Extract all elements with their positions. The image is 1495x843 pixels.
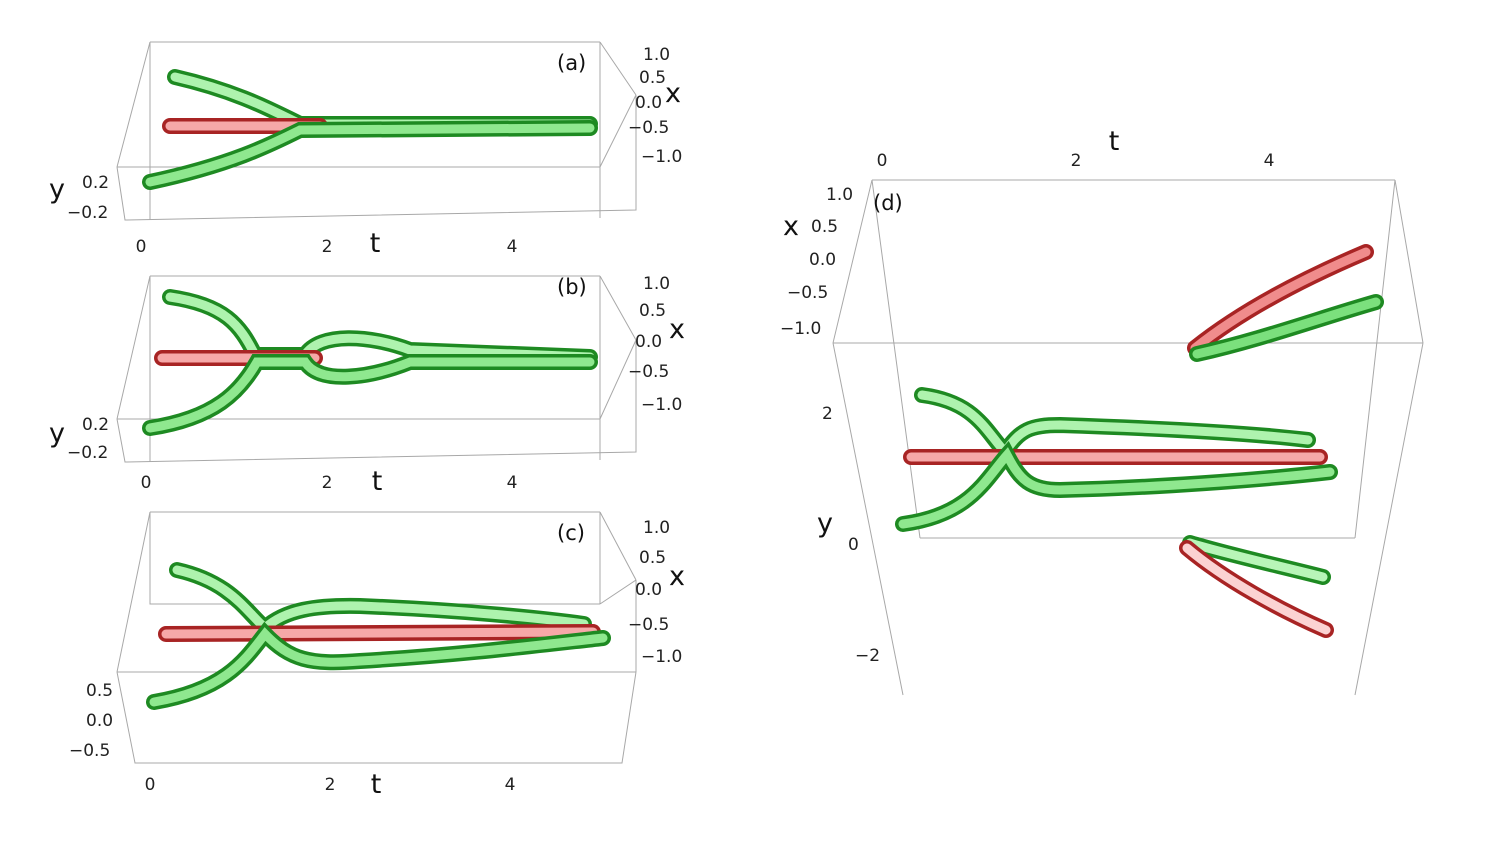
y-axis-label: y <box>817 508 833 539</box>
x-tick-m1: −1.0 <box>641 395 682 415</box>
x-axis-label: x <box>783 211 799 242</box>
green-curve-lower-highlight <box>145 357 595 433</box>
panel-a: 0 2 4 t 1.0 0.5 0.0 −0.5 −1.0 x 0.2 −0.2… <box>49 41 682 259</box>
x-tick-1: 1.0 <box>826 185 853 205</box>
y-tick-m0.5: −0.5 <box>69 741 110 761</box>
x-tick-0.5: 0.5 <box>639 548 666 568</box>
x-axis: 1.0 0.5 0.0 −0.5 −1.0 x <box>628 45 682 167</box>
t-axis-label: t <box>370 228 381 259</box>
x-tick-m1: −1.0 <box>641 647 682 667</box>
t-tick-2: 2 <box>322 473 333 493</box>
y-axis: 2 0 −2 y <box>817 404 880 666</box>
t-axis: 0 2 4 t <box>136 228 518 259</box>
plot-box <box>116 41 637 221</box>
panel-label: (a) <box>557 51 586 75</box>
t-tick-2: 2 <box>325 775 336 795</box>
t-axis: 0 2 4 t <box>141 466 518 497</box>
green-curve-lower-highlight <box>898 447 1335 529</box>
panel-label: (c) <box>557 521 585 545</box>
t-axis: 0 2 4 t <box>877 126 1275 171</box>
y-tick-m0.2: −0.2 <box>67 443 108 463</box>
x-axis: 1.0 0.5 0.0 −0.5 −1.0 x <box>628 274 685 415</box>
x-axis: 1.0 0.5 0.0 −0.5 −1.0 x <box>780 185 853 339</box>
t-axis-label: t <box>372 466 383 497</box>
y-axis: 0.2 −0.2 y <box>49 173 109 223</box>
panel-b: 0 2 4 t 1.0 0.5 0.0 −0.5 −1.0 x 0.2 −0.2… <box>49 274 685 497</box>
x-tick-m0.5: −0.5 <box>628 118 669 138</box>
x-tick-m0.5: −0.5 <box>787 283 828 303</box>
red-curve-highlight <box>161 627 598 639</box>
panel-c: 0 2 4 t 1.0 0.5 0.0 −0.5 −1.0 x 0.5 0.0 … <box>69 511 685 800</box>
t-tick-4: 4 <box>1264 151 1275 171</box>
red-curve-upper-branch-highlight <box>1190 247 1371 353</box>
y-tick-0: 0.0 <box>86 711 113 731</box>
x-tick-0: 0.0 <box>809 250 836 270</box>
green-curve-lower <box>142 120 598 190</box>
x-tick-0: 0.0 <box>635 332 662 352</box>
x-tick-0.5: 0.5 <box>639 301 666 321</box>
curves <box>146 562 611 710</box>
x-axis: 1.0 0.5 0.0 −0.5 −1.0 x <box>628 518 685 667</box>
t-tick-0: 0 <box>877 151 888 171</box>
y-tick-0.5: 0.5 <box>86 681 113 701</box>
x-tick-m0.5: −0.5 <box>628 615 669 635</box>
y-tick-0: 0 <box>848 535 859 555</box>
x-axis-label: x <box>665 78 681 109</box>
x-tick-0.5: 0.5 <box>811 217 838 237</box>
t-tick-2: 2 <box>1071 151 1082 171</box>
plot-box <box>832 179 1424 696</box>
y-tick-0.2: 0.2 <box>82 415 109 435</box>
y-axis: 0.5 0.0 −0.5 <box>69 681 113 761</box>
x-tick-m0.5: −0.5 <box>628 362 669 382</box>
t-tick-4: 4 <box>507 473 518 493</box>
y-axis-label: y <box>49 418 65 449</box>
y-tick-2: 2 <box>822 404 833 424</box>
x-tick-0: 0.0 <box>635 580 662 600</box>
t-axis-label: t <box>371 769 382 800</box>
t-tick-0: 0 <box>145 775 156 795</box>
t-tick-0: 0 <box>141 473 152 493</box>
y-tick-m0.2: −0.2 <box>67 203 108 223</box>
x-tick-1: 1.0 <box>643 518 670 538</box>
y-tick-0.2: 0.2 <box>82 173 109 193</box>
green-curve-upper-highlight <box>917 390 1313 460</box>
panel-d: 0 2 4 t 1.0 0.5 0.0 −0.5 −1.0 x 2 0 −2 y… <box>780 126 1424 696</box>
green-curve-upper-branch-highlight <box>1192 297 1381 359</box>
curves <box>895 244 1384 638</box>
panel-label: (b) <box>557 275 587 299</box>
green-curve-upper <box>167 69 598 132</box>
green-curve-upper-highlight <box>172 565 589 635</box>
green-curve-lower-branch-highlight <box>1185 538 1328 582</box>
x-tick-0.5: 0.5 <box>639 68 666 88</box>
red-curve-lower-branch-highlight <box>1182 543 1331 635</box>
t-tick-4: 4 <box>507 237 518 257</box>
t-tick-2: 2 <box>322 237 333 257</box>
x-tick-1: 1.0 <box>643 45 670 65</box>
y-tick-m2: −2 <box>855 646 880 666</box>
t-tick-0: 0 <box>136 237 147 257</box>
green-curve-lower-highlight <box>149 627 608 707</box>
y-axis: 0.2 −0.2 y <box>49 415 109 463</box>
t-axis-label: t <box>1109 126 1120 157</box>
panel-label: (d) <box>873 191 903 215</box>
green-curve-lower-highlight <box>145 123 595 187</box>
x-tick-m1: −1.0 <box>780 319 821 339</box>
t-tick-4: 4 <box>505 775 516 795</box>
x-axis-label: x <box>669 314 685 345</box>
t-axis: 0 2 4 t <box>145 769 516 800</box>
x-axis-label: x <box>669 561 685 592</box>
x-tick-1: 1.0 <box>643 274 670 294</box>
plot-box <box>116 511 637 764</box>
curves <box>142 69 598 190</box>
x-tick-m1: −1.0 <box>641 147 682 167</box>
x-tick-0: 0.0 <box>635 93 662 113</box>
curves <box>142 289 598 436</box>
y-axis-label: y <box>49 174 65 205</box>
